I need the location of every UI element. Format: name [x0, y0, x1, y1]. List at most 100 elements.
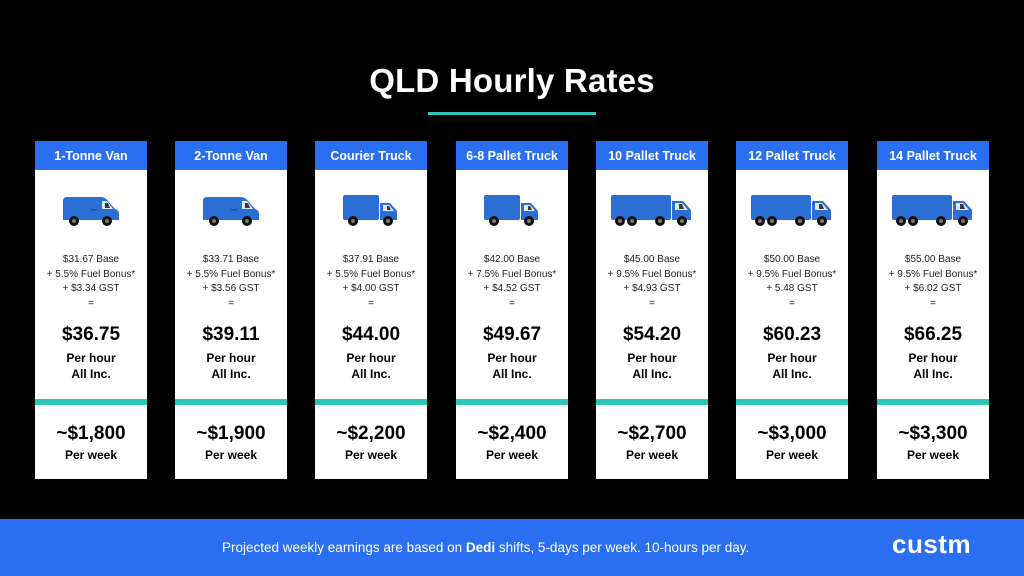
- fuel-bonus: + 7.5% Fuel Bonus*: [467, 268, 557, 280]
- card-divider: [596, 399, 708, 405]
- per-hour-text: Per hour: [627, 351, 677, 365]
- card-title: 12 Pallet Truck: [736, 141, 848, 170]
- gst: + $3.56 GST: [202, 283, 260, 295]
- per-week-label: Per week: [906, 448, 960, 462]
- fuel-bonus: + 5.5% Fuel Bonus*: [326, 268, 416, 280]
- gst: + $6.02 GST: [904, 283, 962, 295]
- card-title: 1-Tonne Van: [35, 141, 147, 170]
- hourly-rate: $60.23: [762, 324, 822, 345]
- footer-text-after: shifts, 5-days per week. 10-hours per da…: [495, 540, 750, 555]
- weekly-earnings: ~$2,700: [617, 423, 687, 444]
- per-hour-text: Per hour: [767, 351, 817, 365]
- rate-breakdown: $31.67 Base + 5.5% Fuel Bonus* + $3.34 G…: [35, 253, 147, 311]
- per-week-label: Per week: [204, 448, 258, 462]
- base-rate: $31.67 Base: [62, 254, 120, 265]
- weekly-earnings: ~$1,900: [196, 423, 266, 444]
- rate-breakdown: $50.00 Base + 9.5% Fuel Bonus* + 5.48 GS…: [736, 253, 848, 311]
- base-rate: $45.00 Base: [623, 254, 681, 265]
- all-inc-text: All Inc.: [632, 367, 672, 381]
- fuel-bonus: + 5.5% Fuel Bonus*: [46, 268, 136, 280]
- rate-card: 2-Tonne Van $33.71 Base + 5.5% Fuel Bonu…: [175, 141, 287, 479]
- hourly-rate: $36.75: [61, 324, 121, 345]
- gst: + 5.48 GST: [766, 283, 818, 295]
- card-title: Courier Truck: [315, 141, 427, 170]
- equals-sign: =: [509, 297, 515, 309]
- card-divider: [736, 399, 848, 405]
- equals-sign: =: [228, 297, 234, 309]
- title-underline: [428, 112, 596, 115]
- per-hour-text: Per hour: [206, 351, 256, 365]
- rate-breakdown: $33.71 Base + 5.5% Fuel Bonus* + $3.56 G…: [175, 253, 287, 311]
- per-hour-text: Per hour: [487, 351, 537, 365]
- footer-note: Projected weekly earnings are based on D…: [222, 540, 749, 555]
- per-week-label: Per week: [64, 448, 118, 462]
- large-truck-icon: [596, 193, 708, 227]
- rate-card: 12 Pallet Truck $50.00 Base + 9.5% Fuel …: [736, 141, 848, 479]
- weekly-earnings: ~$2,200: [336, 423, 406, 444]
- footer-bar: Projected weekly earnings are based on D…: [0, 519, 1024, 576]
- card-title: 14 Pallet Truck: [877, 141, 989, 170]
- gst: + $4.52 GST: [483, 283, 541, 295]
- base-rate: $50.00 Base: [763, 254, 821, 265]
- fuel-bonus: + 5.5% Fuel Bonus*: [186, 268, 276, 280]
- fuel-bonus: + 9.5% Fuel Bonus*: [747, 268, 837, 280]
- weekly-earnings: ~$1,800: [56, 423, 126, 444]
- card-divider: [175, 399, 287, 405]
- custm-logo: custm: [892, 529, 972, 559]
- footer-text-before: Projected weekly earnings are based on: [222, 540, 466, 555]
- van-icon: [35, 193, 147, 227]
- rate-card: 14 Pallet Truck $55.00 Base + 9.5% Fuel …: [877, 141, 989, 479]
- card-divider: [315, 399, 427, 405]
- per-week-label: Per week: [625, 448, 679, 462]
- rate-breakdown: $42.00 Base + 7.5% Fuel Bonus* + $4.52 G…: [456, 253, 568, 311]
- card-title: 2-Tonne Van: [175, 141, 287, 170]
- per-hour-label: Per hour All Inc.: [736, 350, 848, 382]
- per-hour-text: Per hour: [66, 351, 116, 365]
- all-inc-text: All Inc.: [71, 367, 111, 381]
- per-hour-label: Per hour All Inc.: [35, 350, 147, 382]
- rate-breakdown: $45.00 Base + 9.5% Fuel Bonus* + $4.93 G…: [596, 253, 708, 311]
- all-inc-text: All Inc.: [772, 367, 812, 381]
- hourly-rate: $44.00: [341, 324, 401, 345]
- weekly-earnings: ~$3,000: [757, 423, 827, 444]
- rate-card: Courier Truck $37.91 Base + 5.5% Fuel Bo…: [315, 141, 427, 479]
- hourly-rate: $54.20: [622, 324, 682, 345]
- equals-sign: =: [789, 297, 795, 309]
- large-truck-icon: [877, 193, 989, 227]
- rate-breakdown: $55.00 Base + 9.5% Fuel Bonus* + $6.02 G…: [877, 253, 989, 311]
- per-hour-label: Per hour All Inc.: [175, 350, 287, 382]
- hourly-rate: $49.67: [482, 324, 542, 345]
- van-icon: [175, 193, 287, 227]
- card-divider: [456, 399, 568, 405]
- page-title: QLD Hourly Rates: [369, 62, 655, 99]
- rate-breakdown: $37.91 Base + 5.5% Fuel Bonus* + $4.00 G…: [315, 253, 427, 311]
- per-hour-label: Per hour All Inc.: [596, 350, 708, 382]
- base-rate: $37.91 Base: [342, 254, 400, 265]
- equals-sign: =: [368, 297, 374, 309]
- card-title: 10 Pallet Truck: [596, 141, 708, 170]
- per-hour-text: Per hour: [346, 351, 396, 365]
- gst: + $4.93 GST: [623, 283, 681, 295]
- per-hour-label: Per hour All Inc.: [456, 350, 568, 382]
- fuel-bonus: + 9.5% Fuel Bonus*: [888, 268, 978, 280]
- per-week-label: Per week: [485, 448, 539, 462]
- all-inc-text: All Inc.: [351, 367, 391, 381]
- hourly-rate: $66.25: [903, 324, 963, 345]
- large-truck-icon: [736, 193, 848, 227]
- all-inc-text: All Inc.: [913, 367, 953, 381]
- all-inc-text: All Inc.: [211, 367, 251, 381]
- card-title: 6-8 Pallet Truck: [456, 141, 568, 170]
- rate-cards: 1-Tonne Van $31.67 Base + 5.5% Fuel Bonu…: [35, 141, 990, 479]
- per-hour-label: Per hour All Inc.: [315, 350, 427, 382]
- base-rate: $55.00 Base: [904, 254, 962, 265]
- card-divider: [877, 399, 989, 405]
- equals-sign: =: [88, 297, 94, 309]
- per-week-label: Per week: [344, 448, 398, 462]
- base-rate: $33.71 Base: [202, 254, 260, 265]
- per-week-label: Per week: [765, 448, 819, 462]
- fuel-bonus: + 9.5% Fuel Bonus*: [607, 268, 697, 280]
- weekly-earnings: ~$2,400: [477, 423, 547, 444]
- per-hour-label: Per hour All Inc.: [877, 350, 989, 382]
- rate-card: 6-8 Pallet Truck $42.00 Base + 7.5% Fuel…: [456, 141, 568, 479]
- gst: + $4.00 GST: [342, 283, 400, 295]
